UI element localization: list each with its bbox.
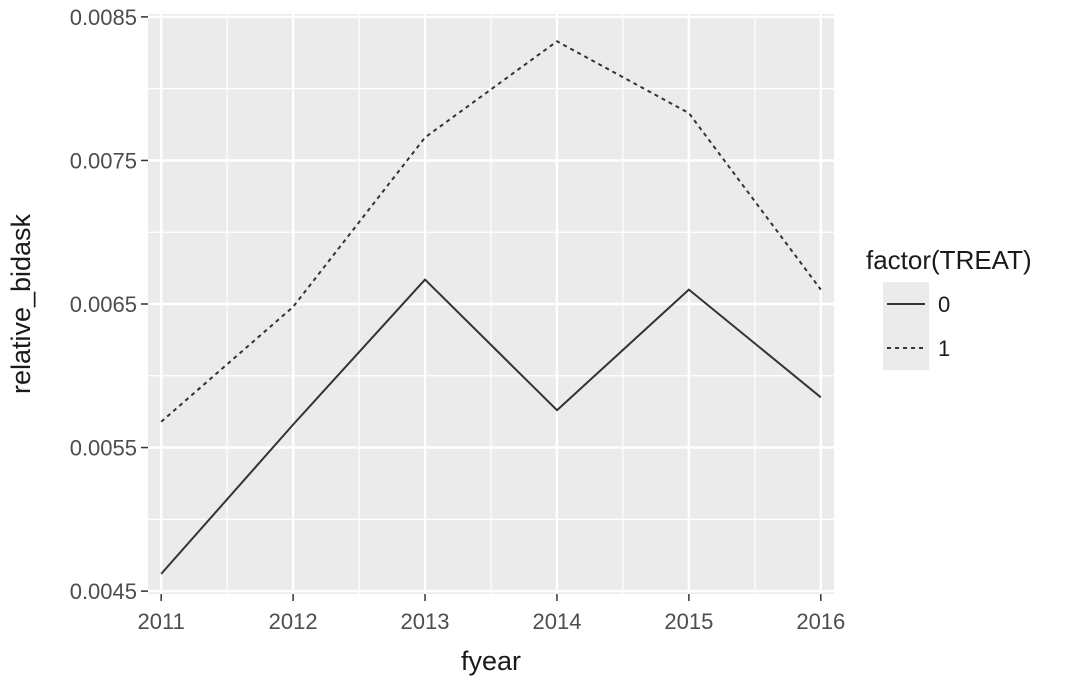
legend-label-0: 0 [938, 292, 950, 317]
legend-title: factor(TREAT) [866, 245, 1032, 275]
series-line-0 [160, 278, 822, 575]
x-axis: 2011 2012 2013 2014 2015 2016 [138, 594, 845, 634]
y-tick-label: 0.0085 [70, 5, 137, 30]
series-line-1 [160, 40, 822, 423]
major-gridlines [148, 14, 834, 594]
x-tick-label: 2014 [532, 609, 581, 634]
x-tick-label: 2013 [401, 609, 450, 634]
x-tick-label: 2016 [796, 609, 845, 634]
x-tick-label: 2015 [664, 609, 713, 634]
y-axis: 0.0045 0.0055 0.0065 0.0075 0.0085 [70, 5, 148, 604]
y-tick-label: 0.0075 [70, 148, 137, 173]
x-axis-title: fyear [461, 646, 521, 676]
x-tick-label: 2011 [138, 609, 185, 634]
x-tick-label: 2012 [269, 609, 318, 634]
legend: factor(TREAT) 01 [866, 245, 1032, 370]
y-axis-title: relative_bidask [6, 213, 36, 394]
legend-label-1: 1 [938, 336, 950, 361]
legend-items: 01 [883, 282, 950, 370]
y-tick-label: 0.0045 [70, 579, 137, 604]
y-tick-label: 0.0055 [70, 436, 137, 461]
y-tick-label: 0.0065 [70, 292, 137, 317]
series-lines [160, 40, 822, 575]
